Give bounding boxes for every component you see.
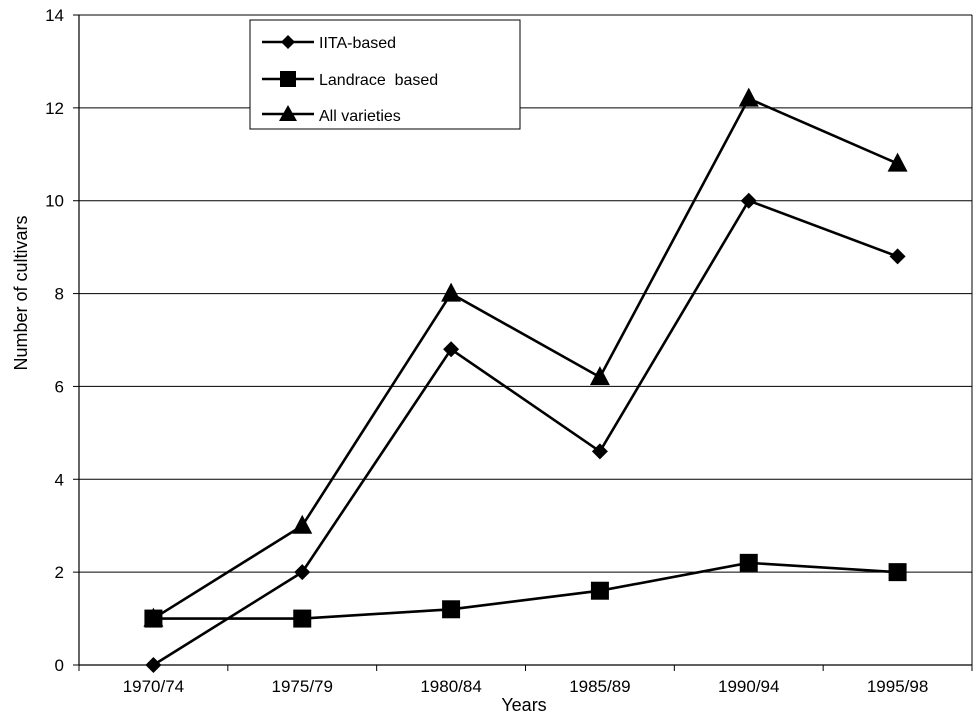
x-tick-label: 1985/89 (569, 677, 630, 696)
data-point-square (739, 553, 758, 572)
legend-marker-square (280, 71, 296, 87)
x-tick-label: 1970/74 (123, 677, 184, 696)
x-tick-label: 1990/94 (718, 677, 779, 696)
data-point-diamond (443, 341, 460, 358)
legend: IITA-based Landrace based All varieties (249, 19, 521, 130)
y-axis-ticks: 0 2 4 6 8 10 12 14 (45, 6, 79, 675)
data-point-triangle (441, 282, 462, 302)
data-point-square (590, 581, 609, 600)
y-tick-label: 0 (55, 656, 64, 675)
series-line-0 (152, 199, 899, 667)
legend-marker-triangle (279, 105, 297, 121)
x-tick-label: 1975/79 (272, 677, 333, 696)
legend-marker-diamond (281, 35, 295, 49)
y-tick-label: 4 (55, 470, 64, 489)
data-point-diamond (591, 443, 608, 460)
data-point-diamond (145, 657, 162, 673)
x-axis-ticks: 1970/74 1975/79 1980/84 1985/89 1990/94 1995/… (78, 665, 973, 696)
y-axis-title: Number of cultivars (11, 215, 31, 370)
legend-label-all: All varieties (319, 108, 401, 125)
y-tick-label: 12 (45, 99, 64, 118)
legend-label-iita: IITA-based (319, 35, 396, 52)
data-point-triangle (589, 366, 610, 386)
y-tick-label: 14 (45, 6, 64, 25)
series-line-1 (153, 561, 898, 620)
data-point-square (888, 563, 907, 582)
series-line-2 (152, 96, 899, 620)
gridlines (79, 107, 972, 573)
data-point-triangle (887, 152, 908, 172)
x-tick-label: 1980/84 (420, 677, 481, 696)
data-point-square (442, 600, 461, 619)
y-tick-label: 6 (55, 377, 64, 396)
x-axis-title: Years (501, 695, 546, 715)
series-layer (143, 87, 908, 673)
data-point-triangle (143, 607, 164, 627)
data-point-triangle (292, 514, 313, 534)
y-tick-label: 8 (55, 285, 64, 304)
y-tick-label: 10 (45, 192, 64, 211)
data-point-diamond (889, 248, 906, 265)
data-point-diamond (740, 192, 757, 209)
data-point-square (293, 609, 312, 628)
data-point-diamond (294, 564, 311, 581)
data-point-triangle (738, 87, 759, 107)
y-tick-label: 2 (55, 563, 64, 582)
legend-label-landrace: Landrace based (319, 72, 438, 89)
x-tick-label: 1995/98 (867, 677, 928, 696)
